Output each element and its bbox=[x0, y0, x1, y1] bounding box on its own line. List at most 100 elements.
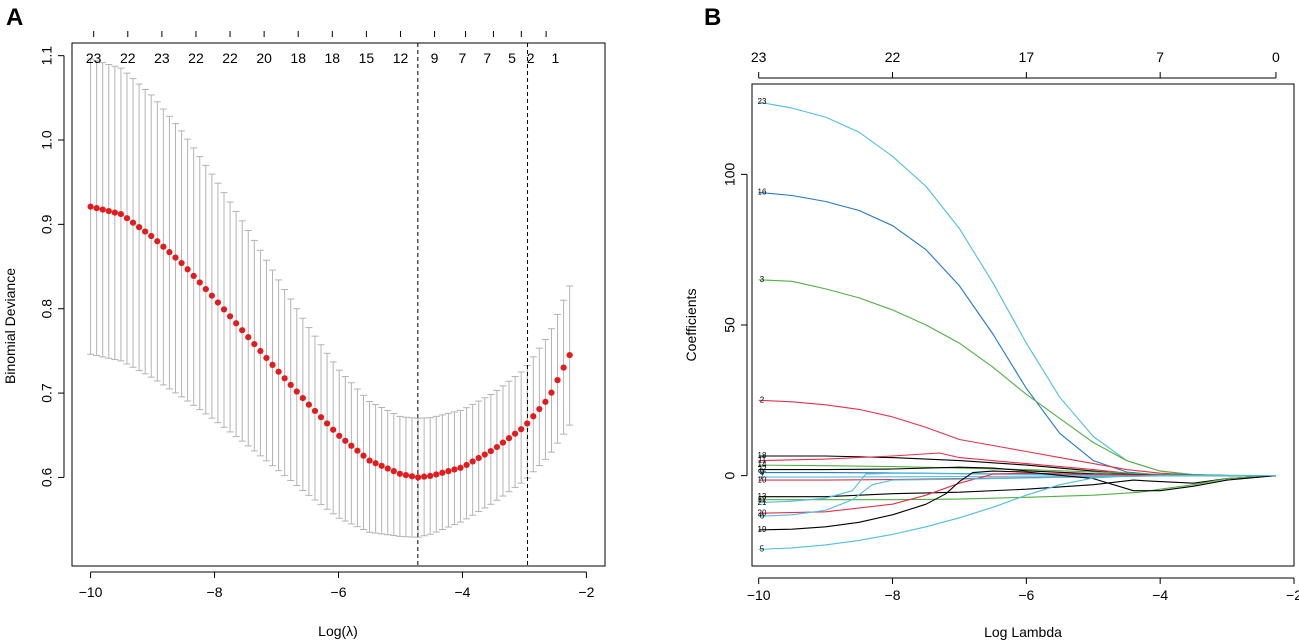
panel-b-x-axis: −10 −8 −6 −4 −2 bbox=[747, 577, 1299, 603]
panel-b-top-axis: 23 22 17 7 0 bbox=[751, 49, 1280, 79]
coefficient-path-16 bbox=[758, 191, 1276, 477]
deviance-point bbox=[136, 224, 143, 231]
deviance-point bbox=[481, 451, 488, 458]
error-bar bbox=[384, 409, 392, 536]
deviance-point bbox=[269, 361, 276, 368]
deviance-point bbox=[166, 249, 173, 256]
deviance-point bbox=[378, 462, 385, 469]
deviance-point bbox=[129, 219, 137, 226]
deviance-point bbox=[281, 375, 288, 382]
error-bar bbox=[275, 279, 283, 472]
panel-a-error-bars bbox=[87, 58, 574, 538]
deviance-point bbox=[178, 259, 185, 267]
error-bar bbox=[311, 335, 319, 501]
coefficient-label-14: 14 bbox=[758, 460, 767, 469]
deviance-point bbox=[414, 474, 422, 481]
y-tick-label: 100 bbox=[722, 162, 738, 186]
top-count-label: 1 bbox=[552, 50, 560, 66]
panel-a-plot-frame bbox=[71, 42, 606, 567]
panel-a: A −10 −8 −6 −4 −2 0.60.70.80.91.01.1 23 22 23 2… bbox=[2, 4, 606, 639]
coefficient-label-18: 18 bbox=[758, 451, 767, 460]
deviance-point bbox=[469, 458, 476, 465]
deviance-point bbox=[275, 368, 282, 375]
deviance-point bbox=[548, 389, 555, 396]
coefficient-label-10: 10 bbox=[758, 475, 767, 484]
deviance-point bbox=[324, 420, 331, 427]
error-bar bbox=[305, 327, 313, 496]
deviance-point bbox=[554, 377, 561, 384]
coefficient-path-3 bbox=[758, 279, 1276, 477]
deviance-point bbox=[99, 206, 106, 213]
coefficient-path-12 bbox=[758, 475, 1276, 501]
error-bar bbox=[347, 382, 355, 525]
top-count-label: 15 bbox=[359, 50, 375, 66]
error-bar bbox=[390, 412, 398, 537]
deviance-point bbox=[396, 470, 403, 477]
deviance-point bbox=[117, 210, 125, 218]
coefficient-label-3: 3 bbox=[760, 275, 765, 284]
x-tick-label: −10 bbox=[79, 584, 103, 600]
deviance-point bbox=[160, 243, 167, 250]
panel-b-plot-frame bbox=[751, 83, 1295, 567]
panel-b-y-axis: 0 50 100 bbox=[722, 162, 748, 480]
error-bar bbox=[317, 344, 325, 506]
deviance-point bbox=[154, 238, 161, 245]
deviance-point bbox=[263, 354, 270, 362]
deviance-point bbox=[293, 388, 300, 395]
deviance-point bbox=[475, 454, 482, 462]
error-bar bbox=[335, 369, 343, 519]
deviance-point bbox=[463, 461, 470, 469]
y-tick-label: 50 bbox=[722, 317, 738, 333]
deviance-point bbox=[439, 469, 446, 476]
x-tick-label: −2 bbox=[1286, 587, 1299, 603]
deviance-point bbox=[421, 473, 428, 480]
coefficient-label-21: 21 bbox=[758, 498, 767, 507]
deviance-point bbox=[542, 398, 549, 405]
x-tick-label: −4 bbox=[454, 584, 470, 600]
deviance-point bbox=[208, 292, 215, 299]
error-bar bbox=[329, 361, 337, 515]
deviance-point bbox=[172, 254, 179, 261]
top-count-label: 2 bbox=[527, 50, 535, 66]
error-bar bbox=[372, 404, 380, 534]
deviance-point bbox=[566, 352, 573, 359]
deviance-point bbox=[390, 468, 397, 475]
y-tick-label: 0.8 bbox=[39, 299, 55, 319]
deviance-point bbox=[342, 437, 349, 444]
deviance-point bbox=[505, 435, 513, 442]
top-count-label: 5 bbox=[508, 50, 516, 66]
coefficient-path-23 bbox=[758, 101, 1276, 477]
deviance-point bbox=[111, 209, 118, 216]
x-tick-label: −6 bbox=[1018, 587, 1034, 603]
deviance-point bbox=[499, 439, 507, 446]
y-tick-label: 0.9 bbox=[39, 214, 55, 234]
panel-b-coefficient-paths bbox=[758, 101, 1276, 550]
top-count-label: 18 bbox=[325, 50, 341, 66]
coefficient-label-23: 23 bbox=[758, 97, 767, 106]
deviance-point bbox=[493, 443, 501, 451]
deviance-point bbox=[451, 466, 458, 473]
coefficient-label-20: 20 bbox=[758, 508, 767, 517]
top-count-label: 22 bbox=[885, 49, 901, 65]
top-count-label: 12 bbox=[393, 50, 409, 66]
coefficient-label-11: 11 bbox=[758, 456, 767, 465]
top-count-label: 23 bbox=[86, 50, 102, 66]
deviance-point bbox=[330, 426, 337, 433]
deviance-point bbox=[196, 279, 203, 286]
panel-a-x-axis-title: Log(λ) bbox=[318, 623, 358, 639]
x-tick-label: −10 bbox=[747, 587, 771, 603]
coefficient-label-12: 12 bbox=[758, 495, 767, 504]
coefficient-path-20 bbox=[758, 472, 1276, 514]
x-tick-label: −2 bbox=[578, 584, 594, 600]
coefficient-label-9: 9 bbox=[760, 468, 765, 477]
coefficient-label-7: 7 bbox=[760, 472, 765, 481]
deviance-point bbox=[214, 299, 222, 306]
deviance-point bbox=[433, 471, 440, 478]
deviance-point bbox=[202, 285, 209, 293]
error-bar bbox=[366, 401, 374, 533]
deviance-point bbox=[220, 306, 228, 313]
top-count-label: 7 bbox=[483, 50, 491, 66]
deviance-point bbox=[226, 313, 234, 320]
top-count-label: 20 bbox=[256, 50, 272, 66]
